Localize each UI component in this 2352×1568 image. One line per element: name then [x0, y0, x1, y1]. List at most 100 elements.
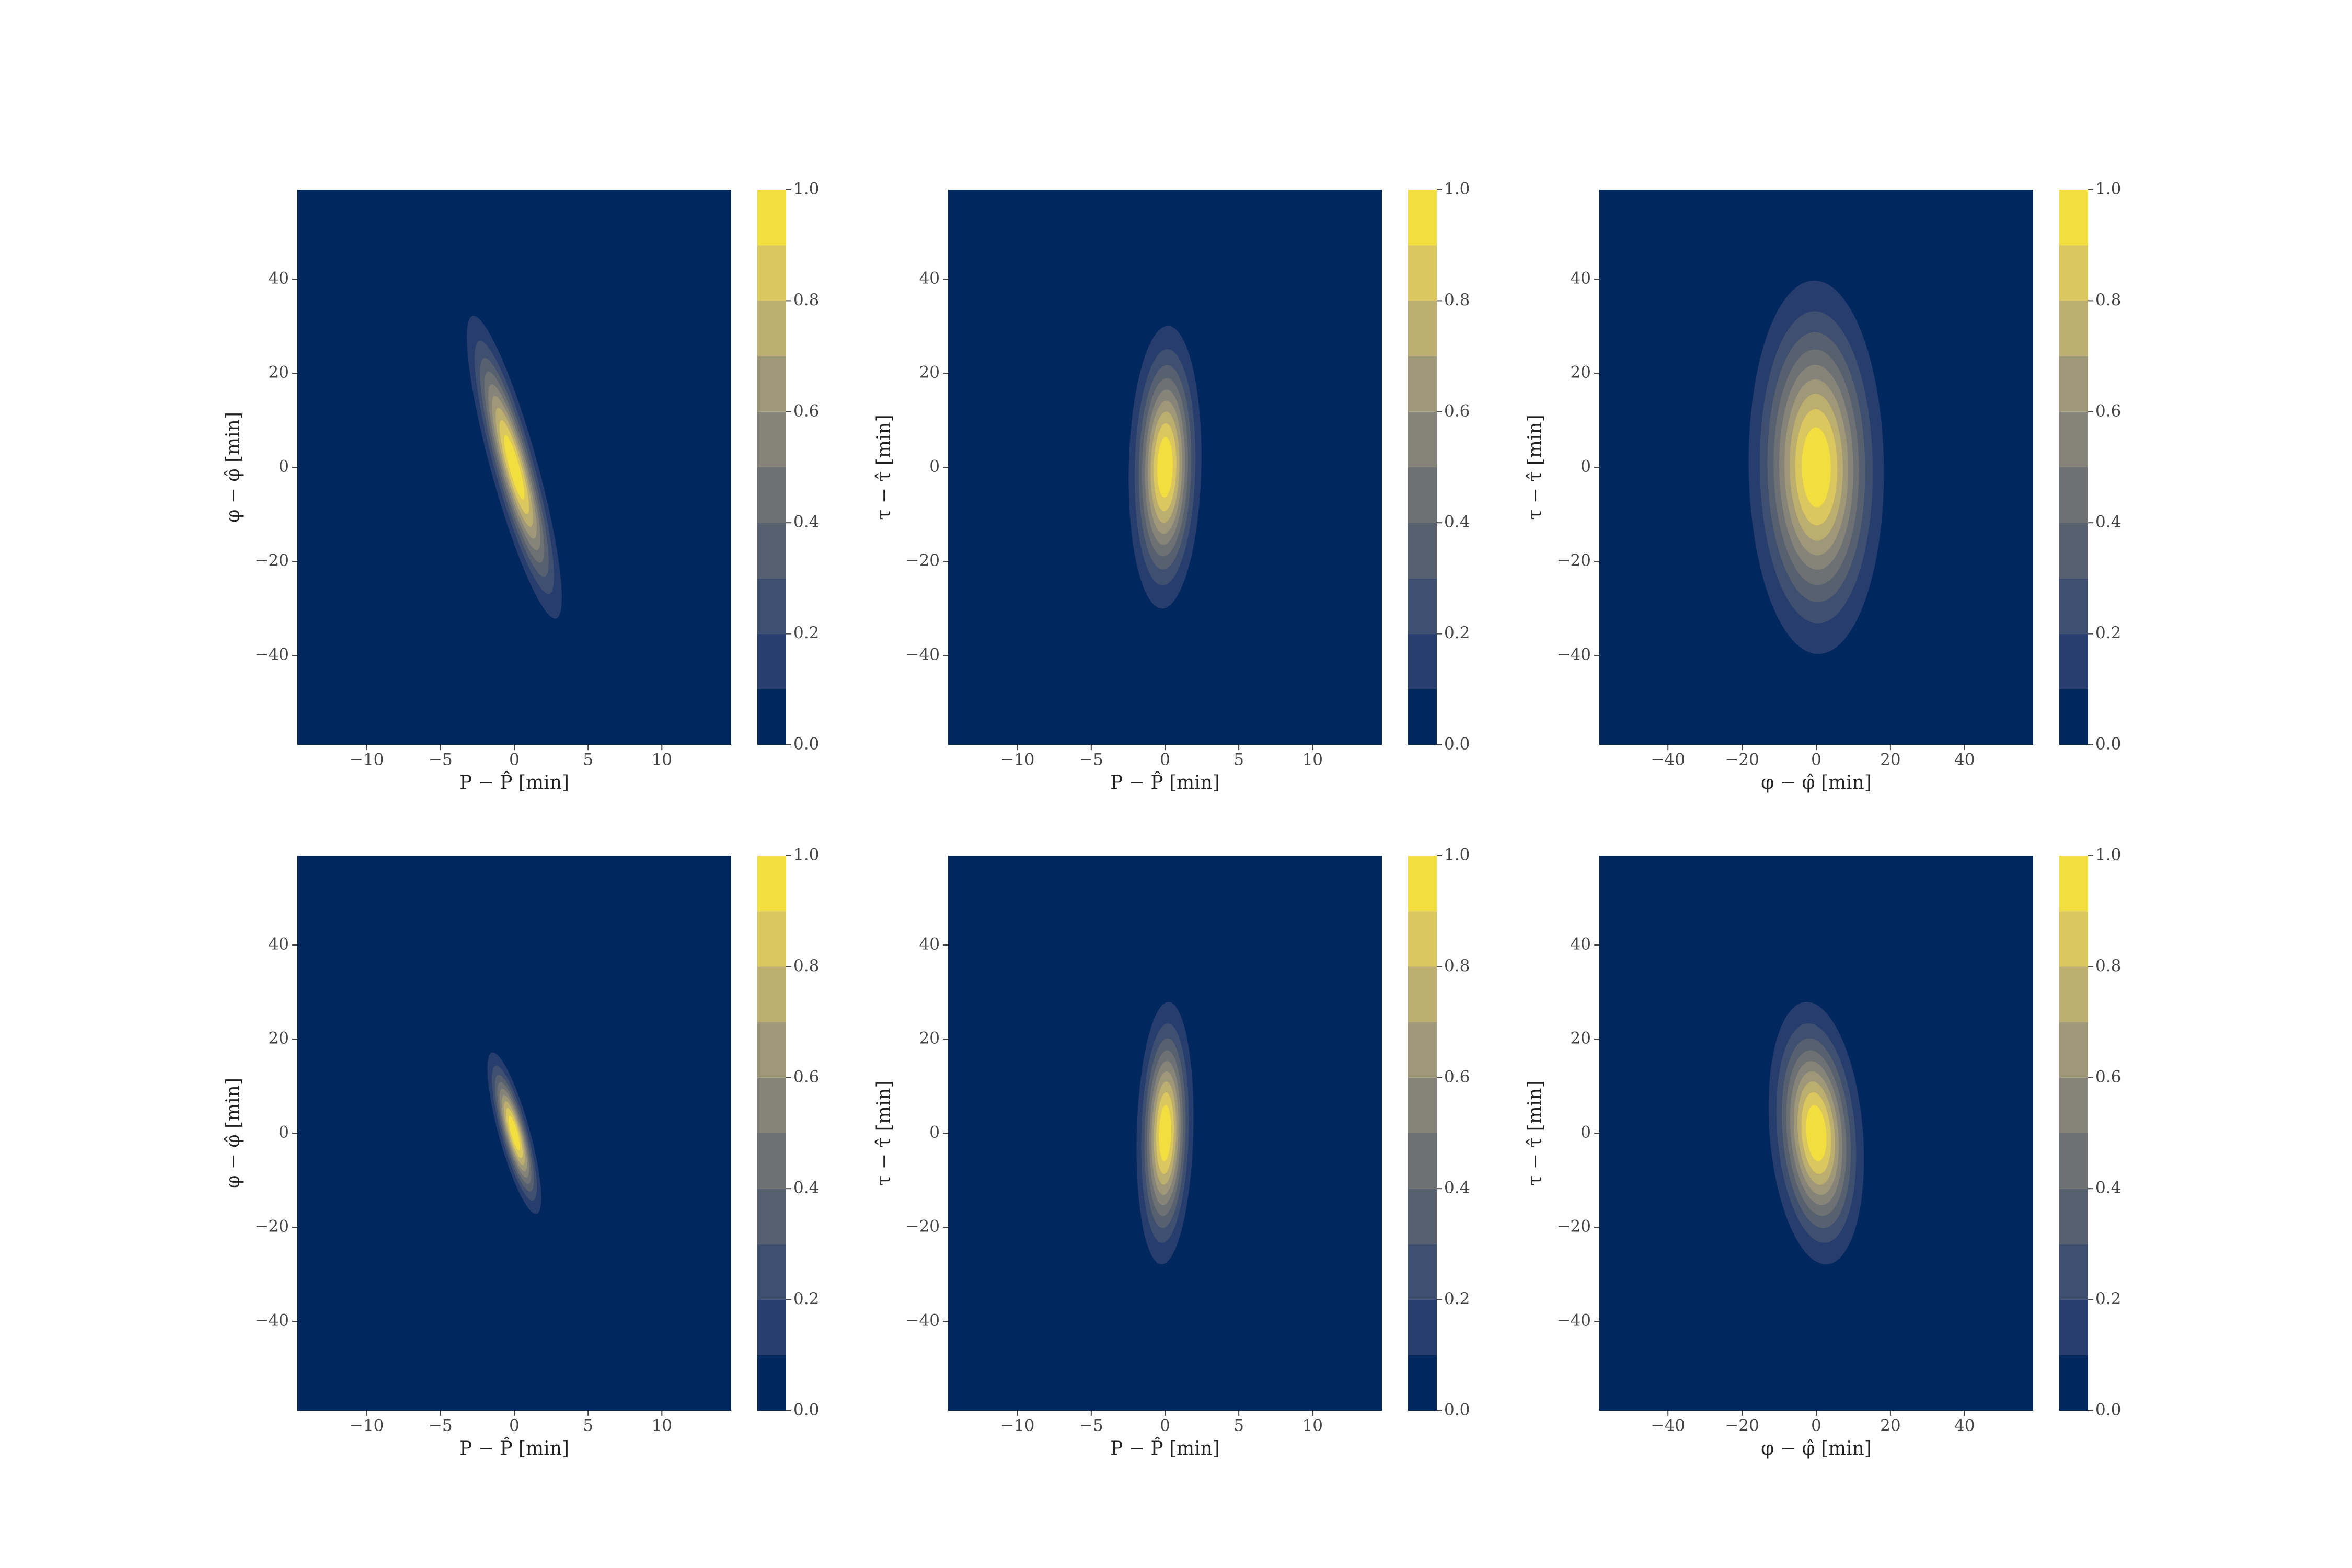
- colorbar-band: [2059, 411, 2088, 467]
- colorbar-band: [1408, 1299, 1437, 1355]
- contour-band: [1159, 1105, 1171, 1161]
- plot-area: [948, 190, 1382, 745]
- contour-band: [509, 1116, 520, 1150]
- colorbar-band: [1408, 190, 1437, 246]
- y-tick-label: −20: [906, 551, 940, 570]
- y-tick-label: 0: [279, 457, 289, 476]
- x-tick-label: 0: [1811, 1416, 1821, 1435]
- x-tick-label: 40: [1954, 751, 1975, 769]
- colorbar-band: [2059, 190, 2088, 246]
- x-tick-label: −10: [1000, 1416, 1034, 1435]
- colorbar-band: [757, 1133, 786, 1189]
- colorbar-tick-label: 0.0: [2095, 735, 2121, 754]
- colorbar-band: [1408, 966, 1437, 1022]
- colorbar-tick-label: 1.0: [1444, 180, 1470, 199]
- colorbar-tick-label: 0.4: [1444, 1179, 1470, 1197]
- colorbar-tick-label: 0.8: [793, 291, 819, 309]
- x-tick-label: 5: [583, 751, 593, 769]
- y-tick-label: −20: [1557, 1217, 1591, 1236]
- x-tick-label: 10: [652, 1416, 672, 1435]
- x-tick-label: −10: [1000, 751, 1034, 769]
- colorbar-tick-label: 0.6: [1444, 401, 1470, 420]
- y-tick-label: −20: [906, 1217, 940, 1236]
- y-tick-label: 0: [929, 1123, 940, 1142]
- colorbar-tick-label: 0.4: [2095, 1179, 2121, 1197]
- y-tick-label: −20: [255, 551, 289, 570]
- colorbar-tick-label: 0.6: [2095, 1067, 2121, 1086]
- x-tick-label: −20: [1725, 751, 1759, 769]
- x-tick-label: −5: [1079, 1416, 1103, 1435]
- x-tick-label: 10: [1302, 751, 1323, 769]
- x-tick-label: 0: [509, 1416, 520, 1435]
- colorbar-band: [1408, 523, 1437, 579]
- colorbar-tick-label: 0.0: [1444, 1401, 1470, 1420]
- y-tick-label: 0: [1581, 1123, 1591, 1142]
- colorbar-band: [757, 633, 786, 689]
- colorbar-tick-label: 0.8: [2095, 956, 2121, 975]
- colorbar-band: [1408, 1355, 1437, 1411]
- y-tick-label: 40: [919, 935, 940, 954]
- colorbar-tick-label: 0.0: [793, 1401, 819, 1420]
- colorbar-tick-label: 0.6: [2095, 401, 2121, 420]
- y-tick-label: −40: [1557, 645, 1591, 664]
- y-axis-label: τ − τ̂ [min]: [1525, 414, 1546, 520]
- colorbar-band: [2059, 633, 2088, 689]
- x-tick-label: 0: [1811, 751, 1821, 769]
- colorbar-band: [1408, 1077, 1437, 1133]
- colorbar-band: [757, 1299, 786, 1355]
- colorbar-tick-label: 1.0: [2095, 180, 2121, 199]
- colorbar-band: [2059, 966, 2088, 1022]
- colorbar-band: [1408, 633, 1437, 689]
- y-axis-label: τ − τ̂ [min]: [873, 414, 895, 520]
- y-tick-label: −40: [906, 1311, 940, 1330]
- y-axis-label: φ − φ̂ [min]: [223, 412, 244, 523]
- colorbar-band: [2059, 467, 2088, 523]
- colorbar-tick-label: 0.6: [1444, 1067, 1470, 1086]
- colorbar-tick-label: 0.0: [793, 735, 819, 754]
- colorbar-tick-label: 0.0: [1444, 735, 1470, 754]
- colorbar-band: [1408, 245, 1437, 301]
- colorbar-tick-label: 0.4: [793, 513, 819, 532]
- y-tick-label: 20: [919, 1029, 940, 1048]
- colorbar-tick-label: 0.2: [1444, 1289, 1470, 1308]
- colorbar-tick-label: 0.6: [793, 1067, 819, 1086]
- y-tick-label: −40: [906, 645, 940, 664]
- y-tick-label: 20: [1571, 363, 1591, 382]
- y-tick-label: 40: [269, 269, 289, 288]
- x-tick-label: 0: [1160, 1416, 1170, 1435]
- y-tick-label: 20: [919, 363, 940, 382]
- colorbar-band: [757, 523, 786, 579]
- colorbar-tick-label: 0.2: [2095, 624, 2121, 642]
- x-tick-label: 40: [1954, 1416, 1975, 1435]
- colorbar-band: [2059, 523, 2088, 579]
- y-tick-label: 40: [1571, 935, 1591, 954]
- x-tick-label: 20: [1880, 1416, 1900, 1435]
- colorbar-band: [757, 966, 786, 1022]
- x-tick-label: −20: [1725, 1416, 1759, 1435]
- colorbar-band: [2059, 1355, 2088, 1411]
- y-tick-label: 40: [269, 935, 289, 954]
- plot-area: [297, 856, 731, 1411]
- colorbar-band: [2059, 356, 2088, 412]
- colorbar-band: [1408, 911, 1437, 967]
- y-axis-label: τ − τ̂ [min]: [873, 1080, 895, 1185]
- contour-band: [1806, 1105, 1827, 1161]
- contour-band: [1157, 437, 1173, 498]
- contour-band: [1802, 427, 1831, 508]
- x-axis-label: φ − φ̂ [min]: [1761, 1438, 1872, 1459]
- colorbar-band: [757, 356, 786, 412]
- colorbar-tick-label: 0.6: [793, 401, 819, 420]
- colorbar-band: [2059, 1244, 2088, 1300]
- y-tick-label: 40: [919, 269, 940, 288]
- plot-area: [948, 856, 1382, 1411]
- colorbar-band: [757, 856, 786, 912]
- colorbar-tick-label: 1.0: [2095, 846, 2121, 864]
- colorbar-band: [1408, 1189, 1437, 1244]
- colorbar-tick-label: 0.2: [2095, 1289, 2121, 1308]
- colorbar-band: [757, 911, 786, 967]
- colorbar-band: [2059, 578, 2088, 634]
- colorbar-tick-label: 0.0: [2095, 1401, 2121, 1420]
- x-axis-label: P − P̂ [min]: [459, 1437, 569, 1459]
- colorbar-band: [1408, 689, 1437, 745]
